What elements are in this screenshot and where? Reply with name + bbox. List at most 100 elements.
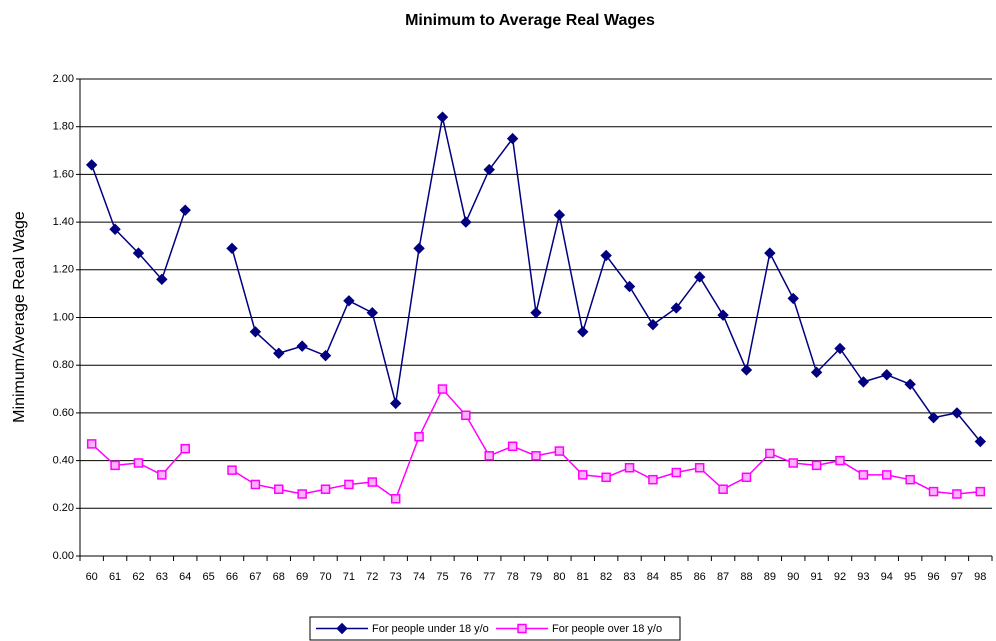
marker <box>110 460 120 471</box>
x-tick-label: 84 <box>647 571 659 583</box>
marker <box>554 446 565 456</box>
series <box>85 111 987 448</box>
x-tick-label: 95 <box>904 571 916 583</box>
x-tick-label: 80 <box>553 571 565 583</box>
x-tick-label: 87 <box>717 571 729 583</box>
x-tick-label: 62 <box>132 571 144 583</box>
x-tick-label: 92 <box>834 571 846 583</box>
marker <box>882 470 892 480</box>
x-tick-label: 96 <box>927 571 939 583</box>
marker <box>670 302 683 314</box>
marker <box>577 326 589 338</box>
marker <box>320 484 331 494</box>
marker <box>85 159 98 171</box>
x-tick-label: 64 <box>179 571 191 583</box>
marker <box>227 465 237 475</box>
marker <box>671 467 682 478</box>
x-tick-label: 97 <box>951 571 963 583</box>
marker <box>132 247 145 259</box>
marker <box>578 470 588 480</box>
marker <box>810 366 823 379</box>
marker <box>530 307 542 319</box>
x-tick-label: 77 <box>483 571 495 583</box>
marker <box>647 318 659 331</box>
y-tick-label: 0.40 <box>53 455 74 467</box>
marker <box>274 484 284 494</box>
x-tick-label: 75 <box>436 571 448 583</box>
marker <box>389 397 402 410</box>
marker <box>601 472 611 483</box>
marker <box>226 242 238 255</box>
x-tick-label: 85 <box>670 571 682 583</box>
marker <box>927 411 940 424</box>
y-tick-label: 1.40 <box>53 216 74 228</box>
marker <box>506 132 519 145</box>
marker <box>600 249 612 262</box>
marker <box>344 479 354 490</box>
marker <box>974 435 987 448</box>
marker <box>648 474 658 485</box>
x-tick-label: 94 <box>881 571 893 583</box>
y-tick-label: 0.00 <box>53 550 74 562</box>
x-tick-label: 90 <box>787 571 799 583</box>
x-tick-label: 73 <box>390 571 402 583</box>
marker <box>507 441 518 452</box>
legend-label: For people under 18 y/o <box>372 623 489 635</box>
marker <box>461 410 471 421</box>
marker <box>484 451 494 461</box>
marker <box>693 271 706 283</box>
x-tick-label: 86 <box>694 571 706 583</box>
series <box>86 384 986 504</box>
x-tick-label: 98 <box>974 571 986 583</box>
x-tick-label: 74 <box>413 571 425 583</box>
marker <box>694 463 705 473</box>
marker <box>156 273 168 286</box>
marker <box>297 489 307 499</box>
x-tick-label: 60 <box>86 571 98 583</box>
x-tick-label: 65 <box>202 571 214 583</box>
marker <box>367 477 378 487</box>
marker <box>366 307 379 319</box>
marker <box>414 432 424 442</box>
marker <box>881 369 893 381</box>
y-axis-label: Minimum/Average Real Wage <box>11 211 28 423</box>
marker <box>975 486 986 497</box>
marker <box>857 376 870 388</box>
marker <box>250 479 261 490</box>
x-tick-label: 88 <box>740 571 752 583</box>
marker <box>133 458 144 468</box>
y-tick-label: 0.60 <box>53 407 74 419</box>
marker <box>336 622 348 635</box>
marker <box>835 455 845 466</box>
marker <box>517 623 527 634</box>
x-tick-label: 82 <box>600 571 612 583</box>
marker <box>179 204 191 216</box>
marker <box>460 216 472 228</box>
y-tick-label: 1.60 <box>53 168 74 180</box>
marker <box>343 295 355 307</box>
marker <box>718 484 728 494</box>
marker <box>928 486 939 497</box>
marker <box>765 448 775 459</box>
marker <box>740 364 753 376</box>
x-tick-label: 81 <box>577 571 589 583</box>
x-tick-label: 78 <box>506 571 518 583</box>
x-tick-label: 71 <box>343 571 355 583</box>
y-tick-label: 0.20 <box>53 502 74 514</box>
x-tick-label: 72 <box>366 571 378 583</box>
y-tick-label: 1.20 <box>53 264 74 276</box>
marker <box>180 443 190 454</box>
marker <box>788 458 798 468</box>
x-tick-label: 79 <box>530 571 542 583</box>
marker <box>811 460 822 471</box>
marker <box>531 451 541 461</box>
marker <box>951 407 963 419</box>
legend-box <box>309 616 681 641</box>
x-tick-label: 67 <box>249 571 261 583</box>
marker <box>273 347 285 359</box>
y-tick-label: 0.80 <box>53 359 74 371</box>
x-tick-label: 83 <box>623 571 635 583</box>
marker <box>390 494 401 504</box>
